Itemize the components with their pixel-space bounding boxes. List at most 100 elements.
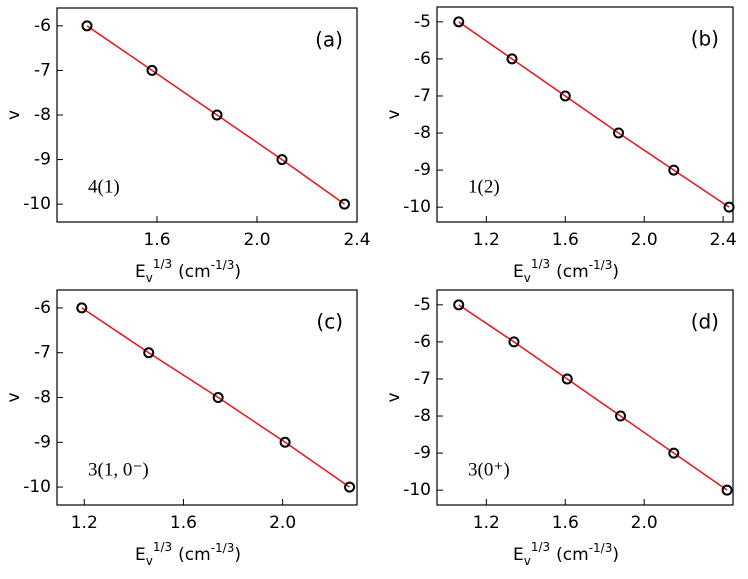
- panel-label: (b): [691, 27, 719, 51]
- x-tick-label: 2.0: [631, 230, 658, 250]
- y-tick-label: -8: [414, 123, 431, 143]
- x-tick-label: 1.6: [552, 513, 579, 533]
- data-point: [81, 20, 93, 32]
- data-point: [561, 373, 573, 385]
- y-tick-label: -9: [34, 432, 51, 452]
- x-label-sub: v: [146, 271, 153, 285]
- y-tick-label: -5: [414, 12, 431, 32]
- data-point: [276, 154, 288, 166]
- y-tick-label: -6: [34, 16, 51, 36]
- annotation: 3(0⁺): [468, 459, 510, 480]
- x-axis-label: Ev1/3 (cm-1/3): [135, 540, 241, 568]
- y-tick-label: -8: [34, 105, 51, 125]
- data-point: [615, 410, 627, 422]
- data-point: [76, 302, 88, 314]
- y-tick-label: -7: [414, 369, 431, 389]
- x-label-unit: (cm: [178, 545, 211, 565]
- x-label-sup: 1/3: [153, 257, 172, 271]
- y-tick-label: -8: [414, 406, 431, 426]
- annotation: 3(1, 0⁻): [88, 459, 149, 480]
- y-tick-label: -5: [414, 295, 431, 315]
- x-label-base: E: [135, 262, 146, 282]
- y-tick-label: -7: [34, 60, 51, 80]
- y-tick-label: -9: [34, 150, 51, 170]
- x-tick-label: 1.6: [170, 513, 197, 533]
- data-point: [211, 109, 223, 121]
- y-tick-label: -6: [414, 332, 431, 352]
- x-label-unit: (cm: [556, 545, 589, 565]
- y-tick-label: -7: [414, 86, 431, 106]
- x-label-base: E: [135, 545, 146, 565]
- x-label-close: ): [612, 545, 619, 565]
- y-tick-label: -10: [23, 477, 51, 497]
- x-tick-label: 2.4: [343, 230, 370, 250]
- data-point: [668, 164, 680, 176]
- data-point: [212, 392, 224, 403]
- data-point: [723, 201, 735, 213]
- x-tick-label: 1.2: [473, 230, 500, 250]
- data-point: [143, 347, 155, 359]
- x-label-sup: 1/3: [153, 540, 172, 554]
- data-point: [668, 447, 680, 459]
- y-axis-label: v: [384, 109, 404, 119]
- data-point: [279, 436, 291, 448]
- x-label-sub: v: [524, 271, 531, 285]
- annotation: 4(1): [88, 176, 120, 197]
- x-tick-label: 1.2: [473, 513, 500, 533]
- x-label-unit-sup: -1/3: [211, 541, 235, 555]
- x-label-close: ): [612, 262, 619, 282]
- data-point: [146, 64, 158, 76]
- x-tick-label: 2.0: [243, 230, 270, 250]
- y-tick-label: -10: [403, 480, 431, 500]
- plot-frame: [436, 289, 734, 506]
- x-label-sup: 1/3: [531, 540, 550, 554]
- x-axis-label: Ev1/3 (cm-1/3): [135, 257, 241, 285]
- x-label-unit: (cm: [556, 262, 589, 282]
- data-point: [339, 198, 350, 210]
- panel-label: (a): [315, 28, 343, 52]
- y-tick-label: -9: [414, 160, 431, 180]
- fit-line: [458, 304, 728, 491]
- x-tick-label: 1.6: [143, 230, 170, 250]
- y-tick-label: -6: [34, 298, 51, 318]
- x-label-base: E: [513, 262, 524, 282]
- plot-frame: [436, 6, 734, 223]
- x-tick-label: 1.6: [552, 230, 579, 250]
- fit-line: [458, 21, 730, 208]
- y-tick-label: -8: [34, 388, 51, 408]
- data-point: [613, 127, 625, 139]
- data-point: [721, 484, 733, 496]
- x-label-unit-sup: -1/3: [211, 258, 235, 272]
- fit-line: [86, 25, 345, 205]
- y-axis-label: v: [384, 392, 404, 402]
- x-tick-label: 2.0: [269, 513, 296, 533]
- y-tick-label: -10: [23, 194, 51, 214]
- x-tick-label: 2.4: [710, 230, 737, 250]
- x-label-base: E: [513, 545, 524, 565]
- x-label-unit: (cm: [178, 262, 211, 282]
- x-label-sup: 1/3: [531, 257, 550, 271]
- data-point: [453, 299, 465, 311]
- y-tick-label: -10: [403, 197, 431, 217]
- x-label-unit-sup: -1/3: [589, 541, 613, 555]
- y-tick-label: -9: [414, 443, 431, 463]
- x-tick-label: 2.0: [631, 513, 658, 533]
- data-point: [344, 481, 356, 493]
- y-tick-label: -6: [414, 49, 431, 69]
- y-axis-label: v: [4, 392, 24, 402]
- panel-label: (c): [316, 310, 343, 334]
- x-label-close: ): [234, 545, 241, 565]
- x-label-sub: v: [524, 554, 531, 568]
- data-point: [508, 336, 520, 348]
- y-tick-label: -7: [34, 343, 51, 363]
- data-point: [506, 53, 518, 65]
- x-tick-label: 1.2: [71, 513, 98, 533]
- y-axis-label: v: [4, 110, 24, 120]
- data-point: [453, 16, 465, 28]
- fit-line: [81, 307, 350, 488]
- x-axis-label: Ev1/3 (cm-1/3): [513, 257, 619, 285]
- x-label-unit-sup: -1/3: [589, 258, 613, 272]
- x-label-sub: v: [146, 554, 153, 568]
- x-label-close: ): [234, 262, 241, 282]
